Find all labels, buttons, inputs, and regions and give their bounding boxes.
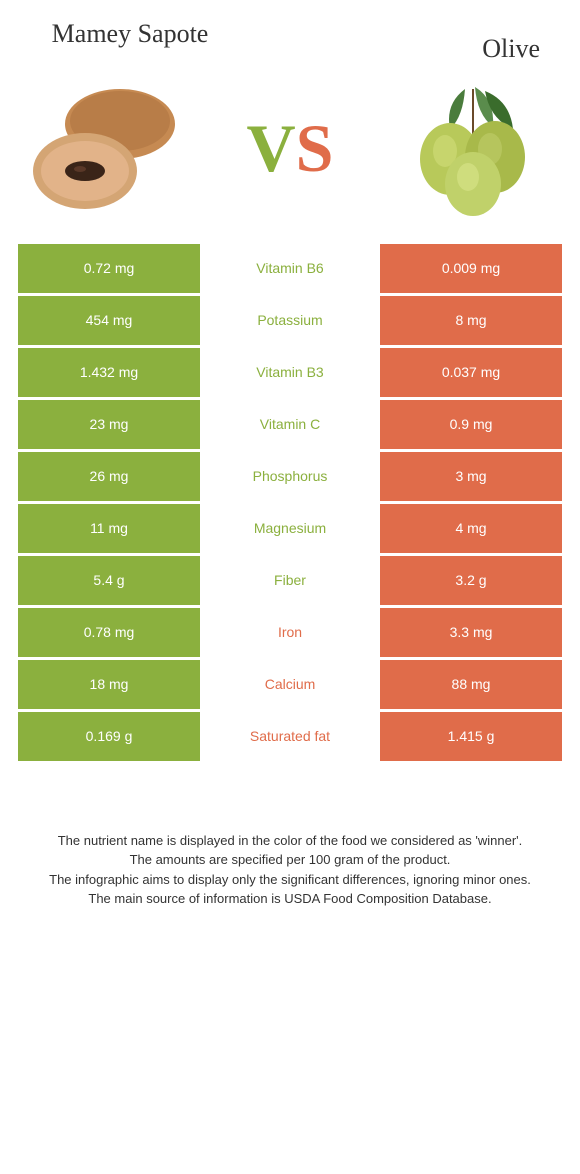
left-value: 11 mg: [18, 504, 200, 553]
table-row: 454 mgPotassium8 mg: [18, 296, 562, 345]
nutrient-label: Iron: [200, 608, 380, 657]
nutrient-label: Vitamin C: [200, 400, 380, 449]
table-row: 18 mgCalcium88 mg: [18, 660, 562, 709]
table-row: 5.4 gFiber3.2 g: [18, 556, 562, 605]
vs-v: V: [247, 110, 296, 186]
table-row: 0.72 mgVitamin B60.009 mg: [18, 244, 562, 293]
footnote-line: The nutrient name is displayed in the co…: [35, 831, 545, 851]
table-row: 23 mgVitamin C0.9 mg: [18, 400, 562, 449]
nutrient-label: Vitamin B6: [200, 244, 380, 293]
right-food-title: Olive: [390, 20, 540, 64]
right-value: 88 mg: [380, 660, 562, 709]
mamey-sapote-image: [25, 79, 185, 219]
vs-s: S: [296, 110, 334, 186]
right-value: 3.2 g: [380, 556, 562, 605]
right-value: 1.415 g: [380, 712, 562, 761]
nutrient-label: Vitamin B3: [200, 348, 380, 397]
right-value: 3 mg: [380, 452, 562, 501]
images-row: VS: [0, 74, 580, 244]
left-value: 0.72 mg: [18, 244, 200, 293]
nutrient-table: 0.72 mgVitamin B60.009 mg454 mgPotassium…: [18, 244, 562, 761]
left-value: 5.4 g: [18, 556, 200, 605]
table-row: 0.78 mgIron3.3 mg: [18, 608, 562, 657]
nutrient-label: Potassium: [200, 296, 380, 345]
vs-label: VS: [247, 109, 334, 188]
table-row: 11 mgMagnesium4 mg: [18, 504, 562, 553]
left-value: 23 mg: [18, 400, 200, 449]
left-value: 0.169 g: [18, 712, 200, 761]
left-value: 0.78 mg: [18, 608, 200, 657]
footnote-line: The infographic aims to display only the…: [35, 870, 545, 890]
olive-image: [395, 79, 555, 219]
footnotes: The nutrient name is displayed in the co…: [0, 831, 580, 909]
nutrient-label: Phosphorus: [200, 452, 380, 501]
header-row: Mamey Sapote Olive: [0, 0, 580, 74]
table-row: 1.432 mgVitamin B30.037 mg: [18, 348, 562, 397]
footnote-line: The main source of information is USDA F…: [35, 889, 545, 909]
right-value: 0.9 mg: [380, 400, 562, 449]
right-value: 3.3 mg: [380, 608, 562, 657]
nutrient-label: Calcium: [200, 660, 380, 709]
left-value: 454 mg: [18, 296, 200, 345]
right-value: 0.009 mg: [380, 244, 562, 293]
table-row: 26 mgPhosphorus3 mg: [18, 452, 562, 501]
nutrient-label: Saturated fat: [200, 712, 380, 761]
right-value: 4 mg: [380, 504, 562, 553]
left-value: 1.432 mg: [18, 348, 200, 397]
right-value: 0.037 mg: [380, 348, 562, 397]
nutrient-label: Magnesium: [200, 504, 380, 553]
table-row: 0.169 gSaturated fat1.415 g: [18, 712, 562, 761]
right-value: 8 mg: [380, 296, 562, 345]
nutrient-label: Fiber: [200, 556, 380, 605]
left-value: 18 mg: [18, 660, 200, 709]
left-value: 26 mg: [18, 452, 200, 501]
footnote-line: The amounts are specified per 100 gram o…: [35, 850, 545, 870]
left-food-title: Mamey Sapote: [40, 20, 220, 64]
